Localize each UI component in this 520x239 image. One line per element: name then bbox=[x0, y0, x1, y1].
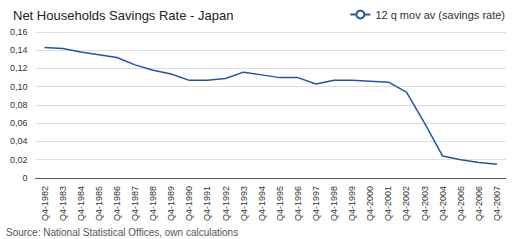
svg-text:Q4-1987: Q4-1987 bbox=[130, 186, 140, 221]
svg-text:0,02: 0,02 bbox=[10, 155, 28, 165]
svg-text:Q4-1997: Q4-1997 bbox=[311, 186, 321, 221]
svg-text:0,12: 0,12 bbox=[10, 63, 28, 73]
svg-text:0,04: 0,04 bbox=[10, 136, 28, 146]
svg-text:0,08: 0,08 bbox=[10, 100, 28, 110]
svg-text:0,06: 0,06 bbox=[10, 118, 28, 128]
svg-text:Q4-1984: Q4-1984 bbox=[76, 186, 86, 221]
svg-text:Q4-1996: Q4-1996 bbox=[293, 186, 303, 221]
svg-text:Q4-1990: Q4-1990 bbox=[184, 186, 194, 221]
svg-text:Q4-2002: Q4-2002 bbox=[401, 186, 411, 221]
svg-text:Q4-2001: Q4-2001 bbox=[383, 186, 393, 221]
svg-text:Q4-1983: Q4-1983 bbox=[58, 186, 68, 221]
svg-text:Q4-1991: Q4-1991 bbox=[202, 186, 212, 221]
svg-text:Q4-1986: Q4-1986 bbox=[112, 186, 122, 221]
svg-text:Q4-2000: Q4-2000 bbox=[365, 186, 375, 221]
svg-text:Q4-1992: Q4-1992 bbox=[221, 186, 231, 221]
svg-text:Q4-2006: Q4-2006 bbox=[474, 186, 484, 221]
svg-text:Q4-1988: Q4-1988 bbox=[148, 186, 158, 221]
svg-text:Q4-1982: Q4-1982 bbox=[40, 186, 50, 221]
svg-text:Q4-1985: Q4-1985 bbox=[94, 186, 104, 221]
svg-text:0: 0 bbox=[23, 173, 28, 183]
svg-text:Q4-1994: Q4-1994 bbox=[257, 186, 267, 221]
svg-text:Source: National Statistical O: Source: National Statistical Offices, ow… bbox=[6, 227, 238, 238]
svg-text:Q4-2003: Q4-2003 bbox=[420, 186, 430, 221]
svg-text:Net Households Savings Rate -: Net Households Savings Rate - Japan bbox=[13, 8, 233, 23]
svg-text:Q4-1999: Q4-1999 bbox=[347, 186, 357, 221]
svg-text:0,16: 0,16 bbox=[10, 27, 28, 37]
svg-text:0,10: 0,10 bbox=[10, 82, 28, 92]
svg-text:0,14: 0,14 bbox=[10, 45, 28, 55]
svg-text:Q4-2005: Q4-2005 bbox=[456, 186, 466, 221]
svg-text:Q4-1995: Q4-1995 bbox=[275, 186, 285, 221]
svg-text:Q4-1998: Q4-1998 bbox=[329, 186, 339, 221]
svg-text:12 q mov av (savings rate): 12 q mov av (savings rate) bbox=[375, 9, 505, 21]
svg-text:Q4-2007: Q4-2007 bbox=[492, 186, 502, 221]
svg-text:Q4-1989: Q4-1989 bbox=[166, 186, 176, 221]
svg-text:Q4-1993: Q4-1993 bbox=[239, 186, 249, 221]
svg-text:Q4-2004: Q4-2004 bbox=[438, 186, 448, 221]
